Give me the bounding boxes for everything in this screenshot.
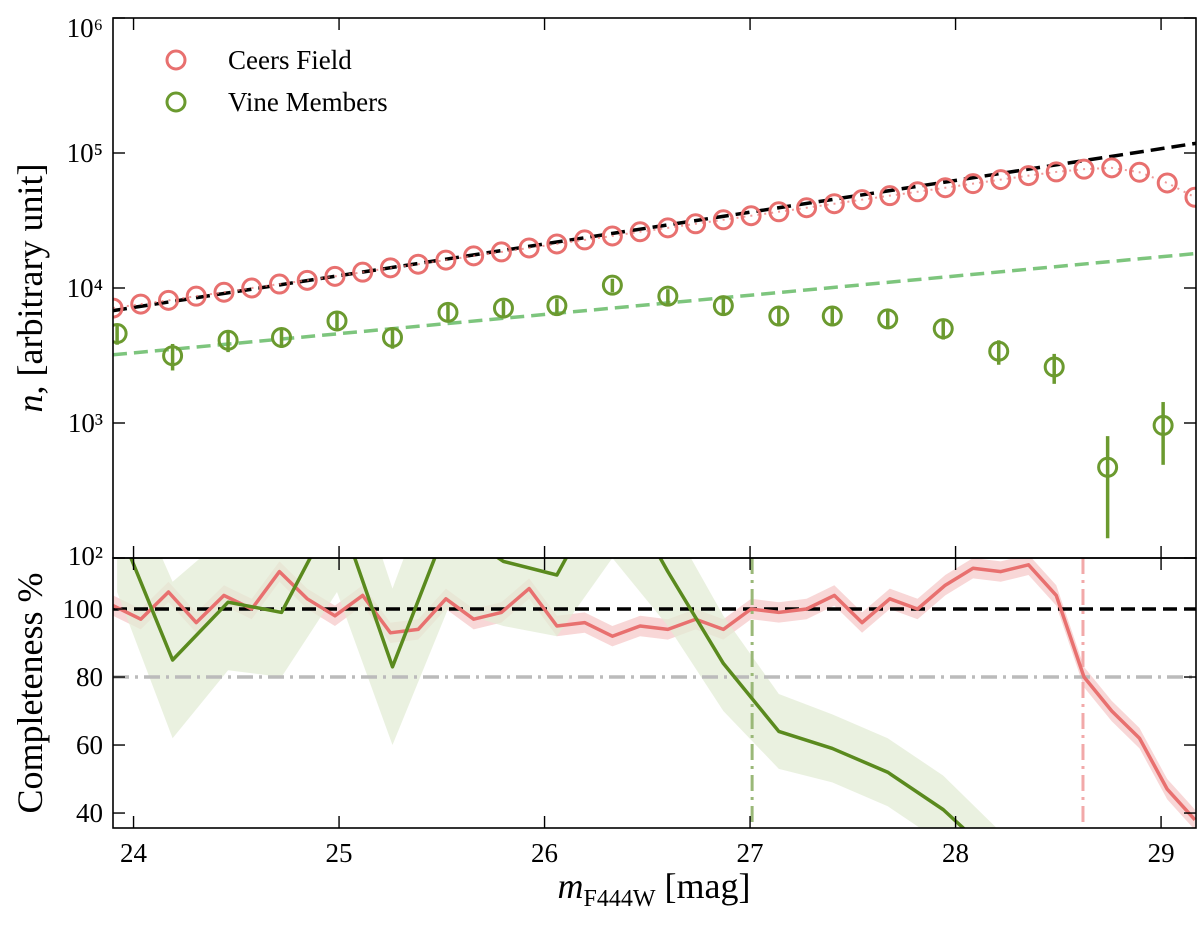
- data-point: [490, 241, 512, 263]
- data-point: [657, 217, 679, 239]
- legend-label: Vine Members: [228, 87, 388, 117]
- x-label-symbol: m: [558, 866, 584, 906]
- data-point: [463, 245, 485, 267]
- completeness-line: [129, 558, 966, 828]
- x-tick-label: 26: [531, 838, 558, 868]
- data-point: [1156, 172, 1178, 194]
- top-y-label: n, [arbitrary unit]: [10, 164, 50, 413]
- data-point: [435, 249, 457, 271]
- data-point: [1184, 186, 1196, 208]
- completeness-line: [113, 563, 1196, 822]
- bottom-plot-area: [113, 558, 1196, 828]
- data-point: [712, 295, 734, 317]
- data-point: [379, 257, 401, 279]
- y-tick-label: 40: [76, 798, 103, 828]
- data-point: [1128, 161, 1150, 183]
- x-tick-label: 25: [326, 838, 353, 868]
- data-point: [157, 289, 179, 311]
- data-point: [1073, 158, 1095, 180]
- data-point: [657, 285, 679, 307]
- y-label-text: , [arbitrary unit]: [10, 164, 50, 395]
- data-point: [1018, 165, 1040, 187]
- data-point: [407, 253, 429, 275]
- data-point: [685, 213, 707, 235]
- data-point: [907, 181, 929, 203]
- data-point: [213, 281, 235, 303]
- data-point: [1101, 157, 1123, 179]
- data-point: [437, 301, 459, 323]
- data-point: [546, 233, 568, 255]
- data-point: [823, 193, 845, 215]
- legend-marker: [165, 91, 187, 113]
- data-point: [324, 265, 346, 287]
- y-label-symbol: n: [10, 394, 50, 412]
- data-point: [271, 326, 293, 348]
- y-tick-label: 10⁶: [67, 13, 103, 43]
- data-point: [296, 269, 318, 291]
- data-point: [185, 285, 207, 307]
- data-point: [932, 318, 954, 340]
- data-point: [601, 274, 623, 296]
- data-point: [546, 295, 568, 317]
- data-point: [712, 209, 734, 231]
- x-tick-label: 24: [120, 838, 148, 868]
- data-point: [518, 237, 540, 259]
- data-point: [768, 305, 790, 327]
- data-point: [217, 329, 239, 351]
- y-tick-label: 10³: [68, 408, 103, 438]
- data-point: [352, 261, 374, 283]
- x-label: mF444W [mag]: [558, 866, 751, 912]
- x-tick-label: 28: [942, 838, 969, 868]
- bottom-y-label: Completeness %: [10, 573, 50, 814]
- data-point: [601, 225, 623, 247]
- legend-marker: [165, 49, 187, 71]
- data-point: [241, 277, 263, 299]
- data-point: [990, 169, 1012, 191]
- data-point: [879, 185, 901, 207]
- data-point: [381, 326, 403, 348]
- top-plot-area: [113, 141, 1196, 539]
- legend-label: Ceers Field: [228, 45, 352, 75]
- y-tick-label: 10⁴: [67, 273, 103, 303]
- x-label-text: [mag]: [656, 866, 751, 906]
- data-point: [1152, 414, 1174, 436]
- fit-line: [113, 251, 1196, 357]
- data-point: [796, 197, 818, 219]
- axes: 10² 10³ 10⁴ 10⁵ 10⁶ Ceers Field Vine Members 40…: [63, 13, 1197, 868]
- data-point: [574, 229, 596, 251]
- data-point: [768, 201, 790, 223]
- data-point: [988, 340, 1010, 362]
- y-tick-label: 10²: [68, 541, 103, 571]
- x-tick-label: 27: [737, 838, 764, 868]
- data-point: [629, 221, 651, 243]
- data-point: [162, 345, 184, 367]
- data-point: [851, 189, 873, 211]
- data-point: [877, 308, 899, 330]
- data-point: [268, 273, 290, 295]
- fit-line: [113, 141, 1196, 313]
- data-point: [113, 297, 124, 319]
- data-point: [740, 205, 762, 227]
- confidence-band: [117, 558, 997, 828]
- data-point: [326, 310, 348, 332]
- data-point: [113, 323, 128, 345]
- data-point: [821, 305, 843, 327]
- y-tick-label: 10⁵: [67, 138, 103, 168]
- data-point: [934, 177, 956, 199]
- x-label-sub: F444W: [584, 886, 656, 912]
- data-point: [1043, 356, 1065, 378]
- axes-frame: [112, 557, 1197, 829]
- x-tick-label: 29: [1148, 838, 1175, 868]
- y-tick-label: 100: [63, 594, 104, 624]
- data-point: [962, 173, 984, 195]
- y-tick-label: 80: [76, 662, 103, 692]
- data-point: [130, 293, 152, 315]
- y-tick-label: 60: [76, 730, 103, 760]
- data-point: [1097, 456, 1119, 478]
- data-point: [492, 297, 514, 319]
- data-point: [1045, 161, 1067, 183]
- series-line: [113, 166, 1196, 310]
